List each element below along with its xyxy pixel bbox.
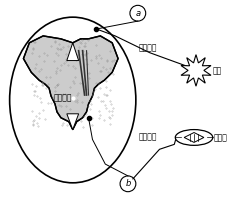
Text: a: a (135, 9, 140, 18)
Ellipse shape (175, 130, 213, 145)
Polygon shape (181, 55, 211, 86)
Polygon shape (67, 114, 79, 130)
Text: b: b (125, 179, 131, 188)
Text: 骨骼肌: 骨骼肌 (214, 133, 228, 142)
Text: 皮肤: 皮肤 (213, 66, 222, 75)
Polygon shape (67, 43, 79, 60)
Polygon shape (184, 133, 204, 142)
Text: 传入神经: 传入神经 (138, 44, 157, 53)
Polygon shape (24, 36, 118, 130)
Text: 传出神经: 传出神经 (138, 132, 157, 141)
Text: 神经中枢: 神经中枢 (54, 94, 72, 102)
